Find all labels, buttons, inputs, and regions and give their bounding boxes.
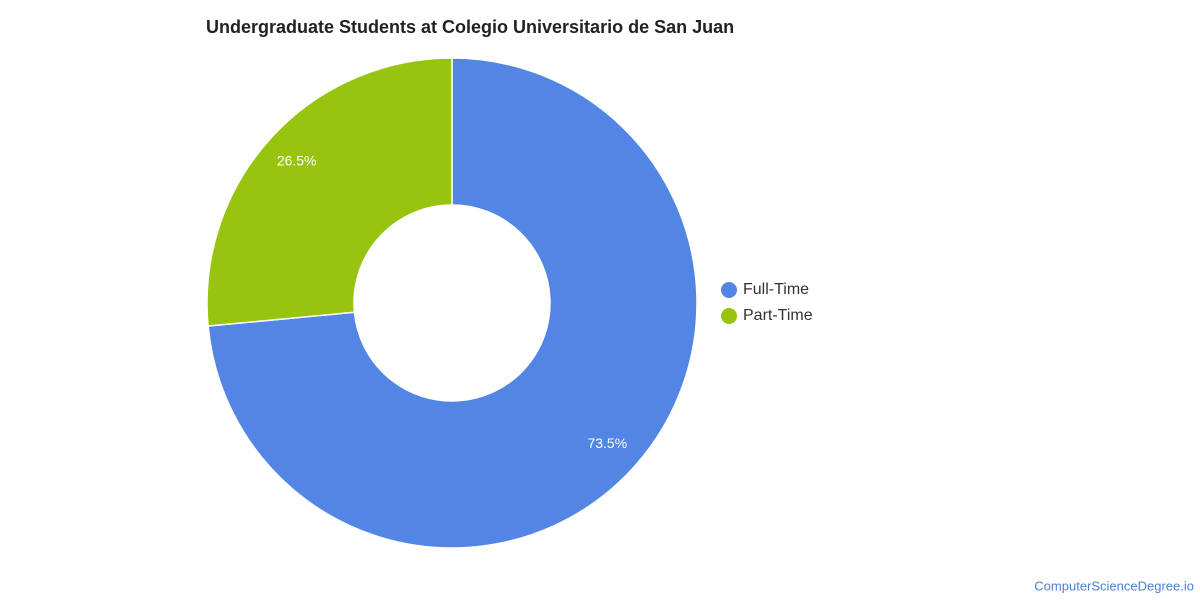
data-label: 26.5% (277, 152, 317, 168)
pie-slice (206, 57, 453, 327)
pie-slice (207, 57, 698, 549)
chart-title: Undergraduate Students at Colegio Univer… (206, 17, 734, 37)
legend-marker (721, 282, 737, 298)
legend-marker (721, 308, 737, 324)
data-label: 73.5% (587, 435, 627, 451)
legend-label: Part-Time (743, 307, 813, 324)
legend-label: Full-Time (743, 281, 809, 298)
source-credit[interactable]: ComputerScienceDegree.io (1034, 578, 1194, 593)
